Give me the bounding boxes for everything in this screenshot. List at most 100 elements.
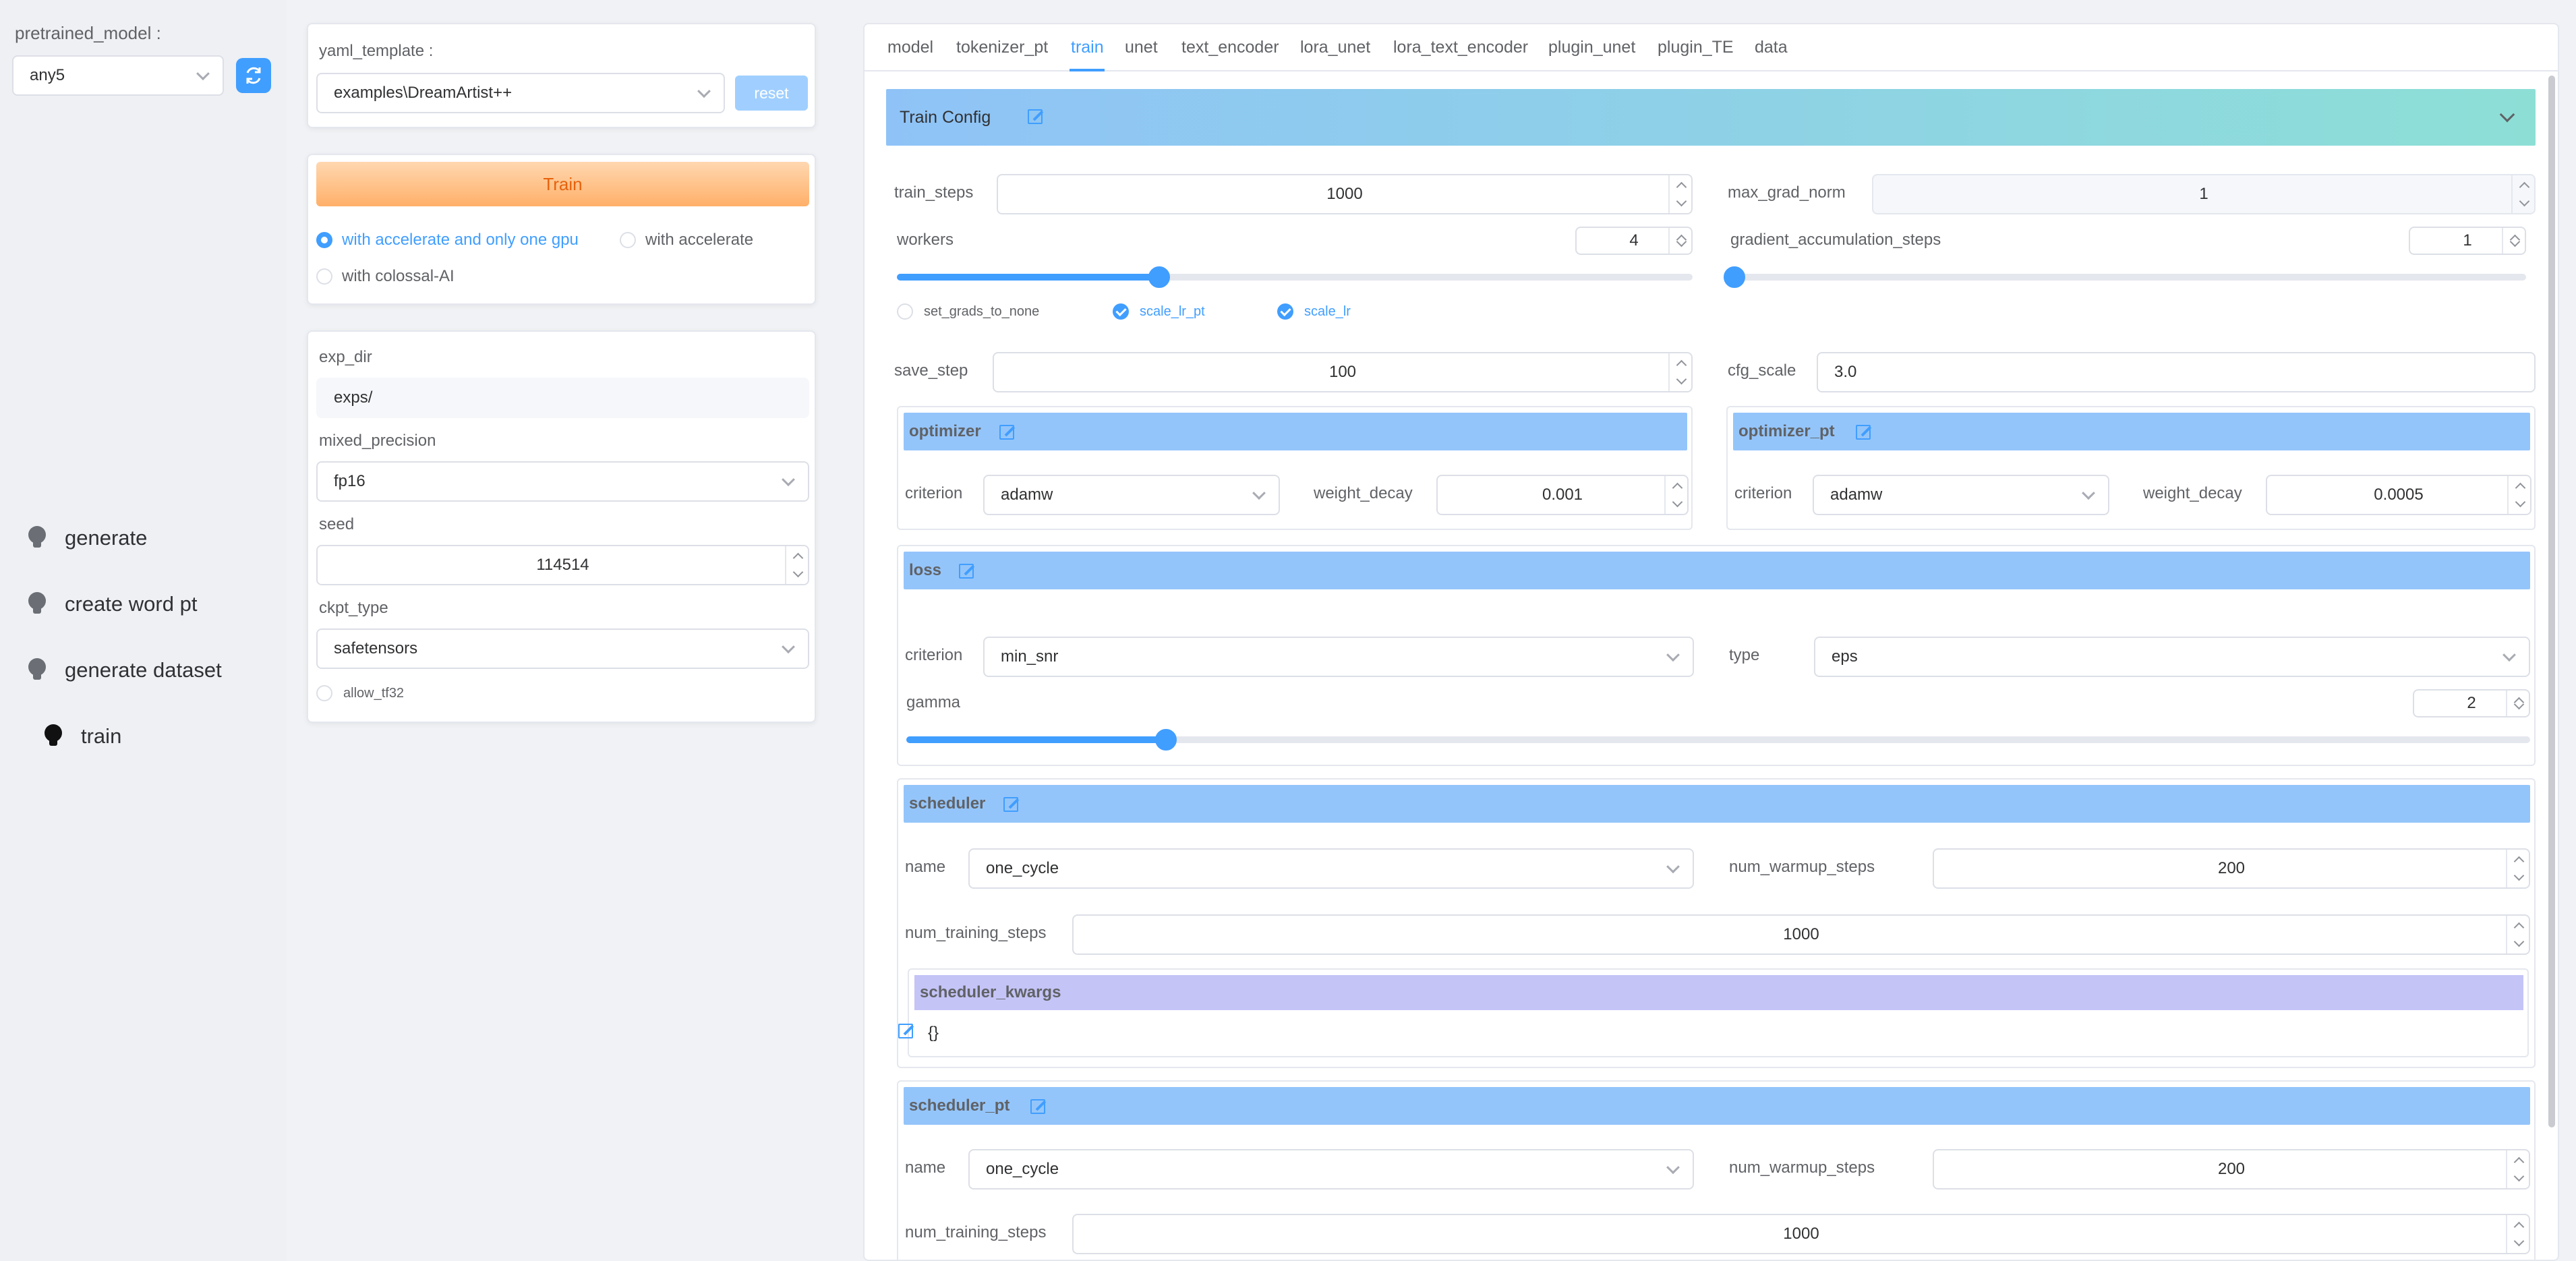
train-steps-value: 1000 (1326, 185, 1363, 203)
stepper-icon[interactable] (2506, 850, 2529, 887)
train-steps-label: train_steps (894, 183, 974, 202)
edit-icon[interactable] (897, 1021, 914, 1038)
workers-slider-handle[interactable] (1148, 266, 1171, 288)
gamma-input[interactable]: 2 (2413, 689, 2530, 717)
reset-button[interactable]: reset (735, 76, 808, 111)
scheduler-name-select[interactable]: one_cycle (968, 848, 1694, 889)
optimizer-weight-decay-input[interactable]: 0.001 (1436, 475, 1689, 515)
train-config-header[interactable]: Train Config (886, 89, 2536, 146)
scheduler-pt-name-label: name (905, 1159, 946, 1177)
radio-accelerate-one-gpu-label: with accelerate and only one gpu (342, 231, 579, 249)
train-button[interactable]: Train (316, 162, 809, 206)
stepper-icon (2511, 175, 2534, 213)
tab-train[interactable]: train (1071, 38, 1104, 57)
tab-lora-text-encoder[interactable]: lora_text_encoder (1393, 38, 1529, 57)
nav-item-create-word-pt[interactable]: create word pt (27, 592, 197, 616)
tab-plugin-te[interactable]: plugin_TE (1658, 38, 1734, 57)
set-grads-to-none-checkbox[interactable]: set_grads_to_none (897, 303, 1039, 320)
tab-text-encoder[interactable]: text_encoder (1181, 38, 1279, 57)
yaml-template-select[interactable]: examples\DreamArtist++ (316, 73, 725, 113)
scheduler-pt-warmup-input[interactable]: 200 (1933, 1149, 2530, 1190)
edit-icon[interactable] (1026, 107, 1044, 124)
refresh-button[interactable] (236, 58, 271, 93)
stepper-icon[interactable] (2506, 916, 2529, 954)
gamma-slider[interactable] (906, 729, 2530, 751)
optimizer-pt-criterion-select[interactable]: adamw (1813, 475, 2109, 515)
mixed-precision-label: mixed_precision (319, 432, 436, 450)
scheduler-pt-training-steps-value: 1000 (1783, 1225, 1819, 1243)
radio-accelerate-one-gpu[interactable]: with accelerate and only one gpu (316, 231, 579, 250)
workers-slider[interactable] (897, 266, 1693, 288)
chevron-down-icon (196, 67, 210, 81)
edit-icon[interactable] (958, 561, 975, 579)
loss-criterion-select[interactable]: min_snr (983, 637, 1694, 677)
bulb-icon (27, 526, 47, 550)
scheduler-warmup-input[interactable]: 200 (1933, 848, 2530, 889)
radio-accelerate-label: with accelerate (645, 231, 754, 249)
loss-section: loss criterion min_snr type eps gamma 2 (897, 545, 2536, 766)
gamma-slider-handle[interactable] (1155, 729, 1177, 751)
optimizer-title: optimizer (909, 422, 981, 440)
tab-lora-unet[interactable]: lora_unet (1300, 38, 1371, 57)
radio-colossal-ai[interactable]: with colossal-AI (316, 267, 455, 286)
tab-plugin-unet[interactable]: plugin_unet (1548, 38, 1636, 57)
stepper-icon[interactable] (1668, 228, 1691, 254)
scheduler-training-steps-input[interactable]: 1000 (1072, 914, 2530, 955)
bulb-icon (43, 724, 63, 749)
seed-input[interactable]: 114514 (316, 545, 809, 585)
chevron-down-icon (1252, 486, 1266, 500)
exp-dir-input[interactable]: exps/ (316, 378, 809, 418)
scheduler-pt-title: scheduler_pt (909, 1096, 1010, 1115)
optimizer-pt-weight-decay-label: weight_decay (2143, 484, 2242, 502)
optimizer-criterion-select[interactable]: adamw (983, 475, 1280, 515)
stepper-icon[interactable] (2507, 476, 2530, 514)
stepper-icon[interactable] (1668, 353, 1691, 391)
grad-accum-input[interactable]: 1 (2409, 227, 2526, 255)
stepper-icon[interactable] (2506, 1150, 2529, 1188)
tab-model[interactable]: model (887, 38, 934, 57)
nav-item-train[interactable]: train (43, 724, 121, 749)
radio-accelerate[interactable]: with accelerate (620, 231, 753, 250)
slider-track (1724, 266, 2526, 288)
edit-icon[interactable] (1029, 1096, 1047, 1114)
workers-input[interactable]: 4 (1575, 227, 1693, 255)
allow-tf32-checkbox[interactable]: allow_tf32 (316, 685, 404, 701)
cfg-scale-input[interactable]: 3.0 (1817, 352, 2536, 392)
stepper-icon[interactable] (2506, 691, 2529, 716)
chevron-down-icon[interactable] (2499, 107, 2515, 123)
pretrained-model-select[interactable]: any5 (12, 55, 224, 96)
tab-unet[interactable]: unet (1125, 38, 1158, 57)
radio-colossal-ai-label: with colossal-AI (342, 267, 455, 285)
ckpt-type-select[interactable]: safetensors (316, 628, 809, 669)
scale-lr-pt-checkbox[interactable]: scale_lr_pt (1113, 303, 1205, 320)
scheduler-warmup-label: num_warmup_steps (1729, 858, 1875, 876)
stepper-icon[interactable] (785, 546, 808, 584)
nav-item-generate[interactable]: generate (27, 526, 147, 550)
nav-item-generate-label: generate (65, 526, 148, 550)
scale-lr-checkbox[interactable]: scale_lr (1277, 303, 1351, 320)
train-steps-input[interactable]: 1000 (997, 174, 1693, 214)
edit-icon[interactable] (1002, 794, 1020, 812)
scheduler-title: scheduler (909, 794, 986, 813)
grad-accum-slider-handle[interactable] (1724, 266, 1745, 288)
stepper-icon[interactable] (2506, 1215, 2529, 1253)
stepper-icon[interactable] (2502, 228, 2525, 254)
loss-type-select[interactable]: eps (1814, 637, 2530, 677)
stepper-icon[interactable] (1664, 476, 1687, 514)
scheduler-name-label: name (905, 858, 946, 876)
pretrained-model-value: any5 (30, 66, 65, 84)
nav-item-generate-dataset[interactable]: generate dataset (27, 658, 222, 682)
save-step-input[interactable]: 100 (993, 352, 1693, 392)
optimizer-pt-weight-decay-input[interactable]: 0.0005 (2266, 475, 2531, 515)
optimizer-criterion-label: criterion (905, 484, 963, 502)
grad-accum-slider[interactable] (1724, 266, 2526, 288)
edit-icon[interactable] (1854, 422, 1872, 440)
stepper-icon[interactable] (1668, 175, 1691, 213)
vertical-scrollbar[interactable] (2548, 76, 2555, 1127)
tab-tokenizer-pt[interactable]: tokenizer_pt (956, 38, 1049, 57)
scheduler-pt-name-select[interactable]: one_cycle (968, 1149, 1694, 1190)
scheduler-pt-training-steps-input[interactable]: 1000 (1072, 1214, 2530, 1254)
edit-icon[interactable] (998, 422, 1016, 440)
mixed-precision-select[interactable]: fp16 (316, 461, 809, 502)
tab-data[interactable]: data (1755, 38, 1788, 57)
